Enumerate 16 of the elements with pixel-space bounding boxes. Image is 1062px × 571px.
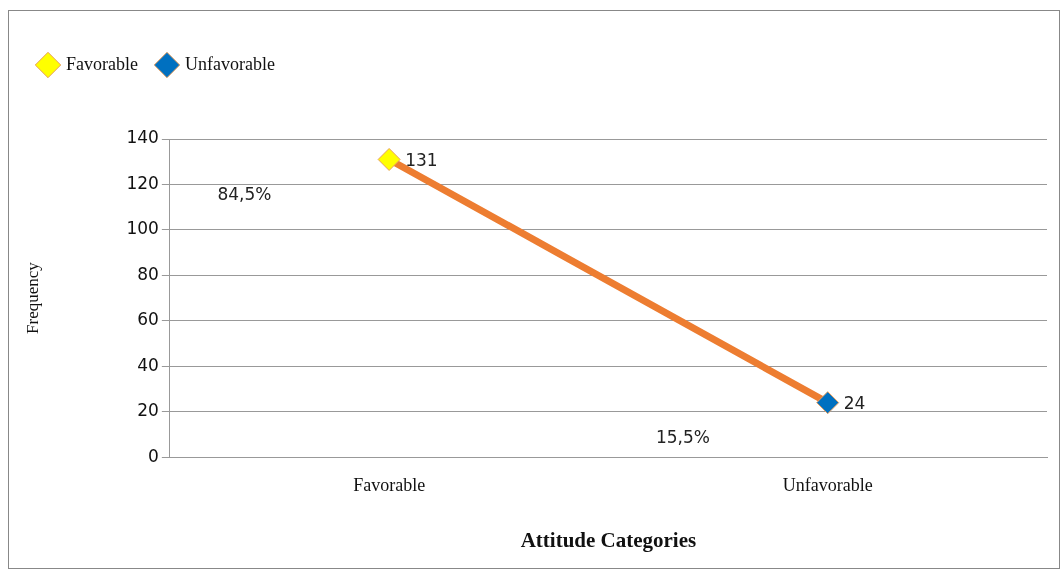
y-tick-label: 100 xyxy=(126,218,159,239)
y-tick-label: 80 xyxy=(137,263,159,284)
legend-label: Favorable xyxy=(66,53,138,74)
y-axis-title: Frequency xyxy=(22,261,42,334)
data-label: 131 xyxy=(405,149,438,170)
y-tick-label: 60 xyxy=(137,309,159,330)
y-tick-label: 20 xyxy=(137,400,159,421)
y-tick-label: 40 xyxy=(137,354,159,375)
annotation: 84,5% xyxy=(217,183,272,204)
annotation: 15,5% xyxy=(655,427,710,448)
x-axis-title: Attitude Categories xyxy=(520,527,697,552)
y-tick-label: 0 xyxy=(148,445,159,466)
y-tick-label: 140 xyxy=(126,127,159,148)
y-tick-label: 120 xyxy=(126,172,159,193)
data-label: 24 xyxy=(843,393,866,414)
legend-label: Unfavorable xyxy=(184,53,275,74)
